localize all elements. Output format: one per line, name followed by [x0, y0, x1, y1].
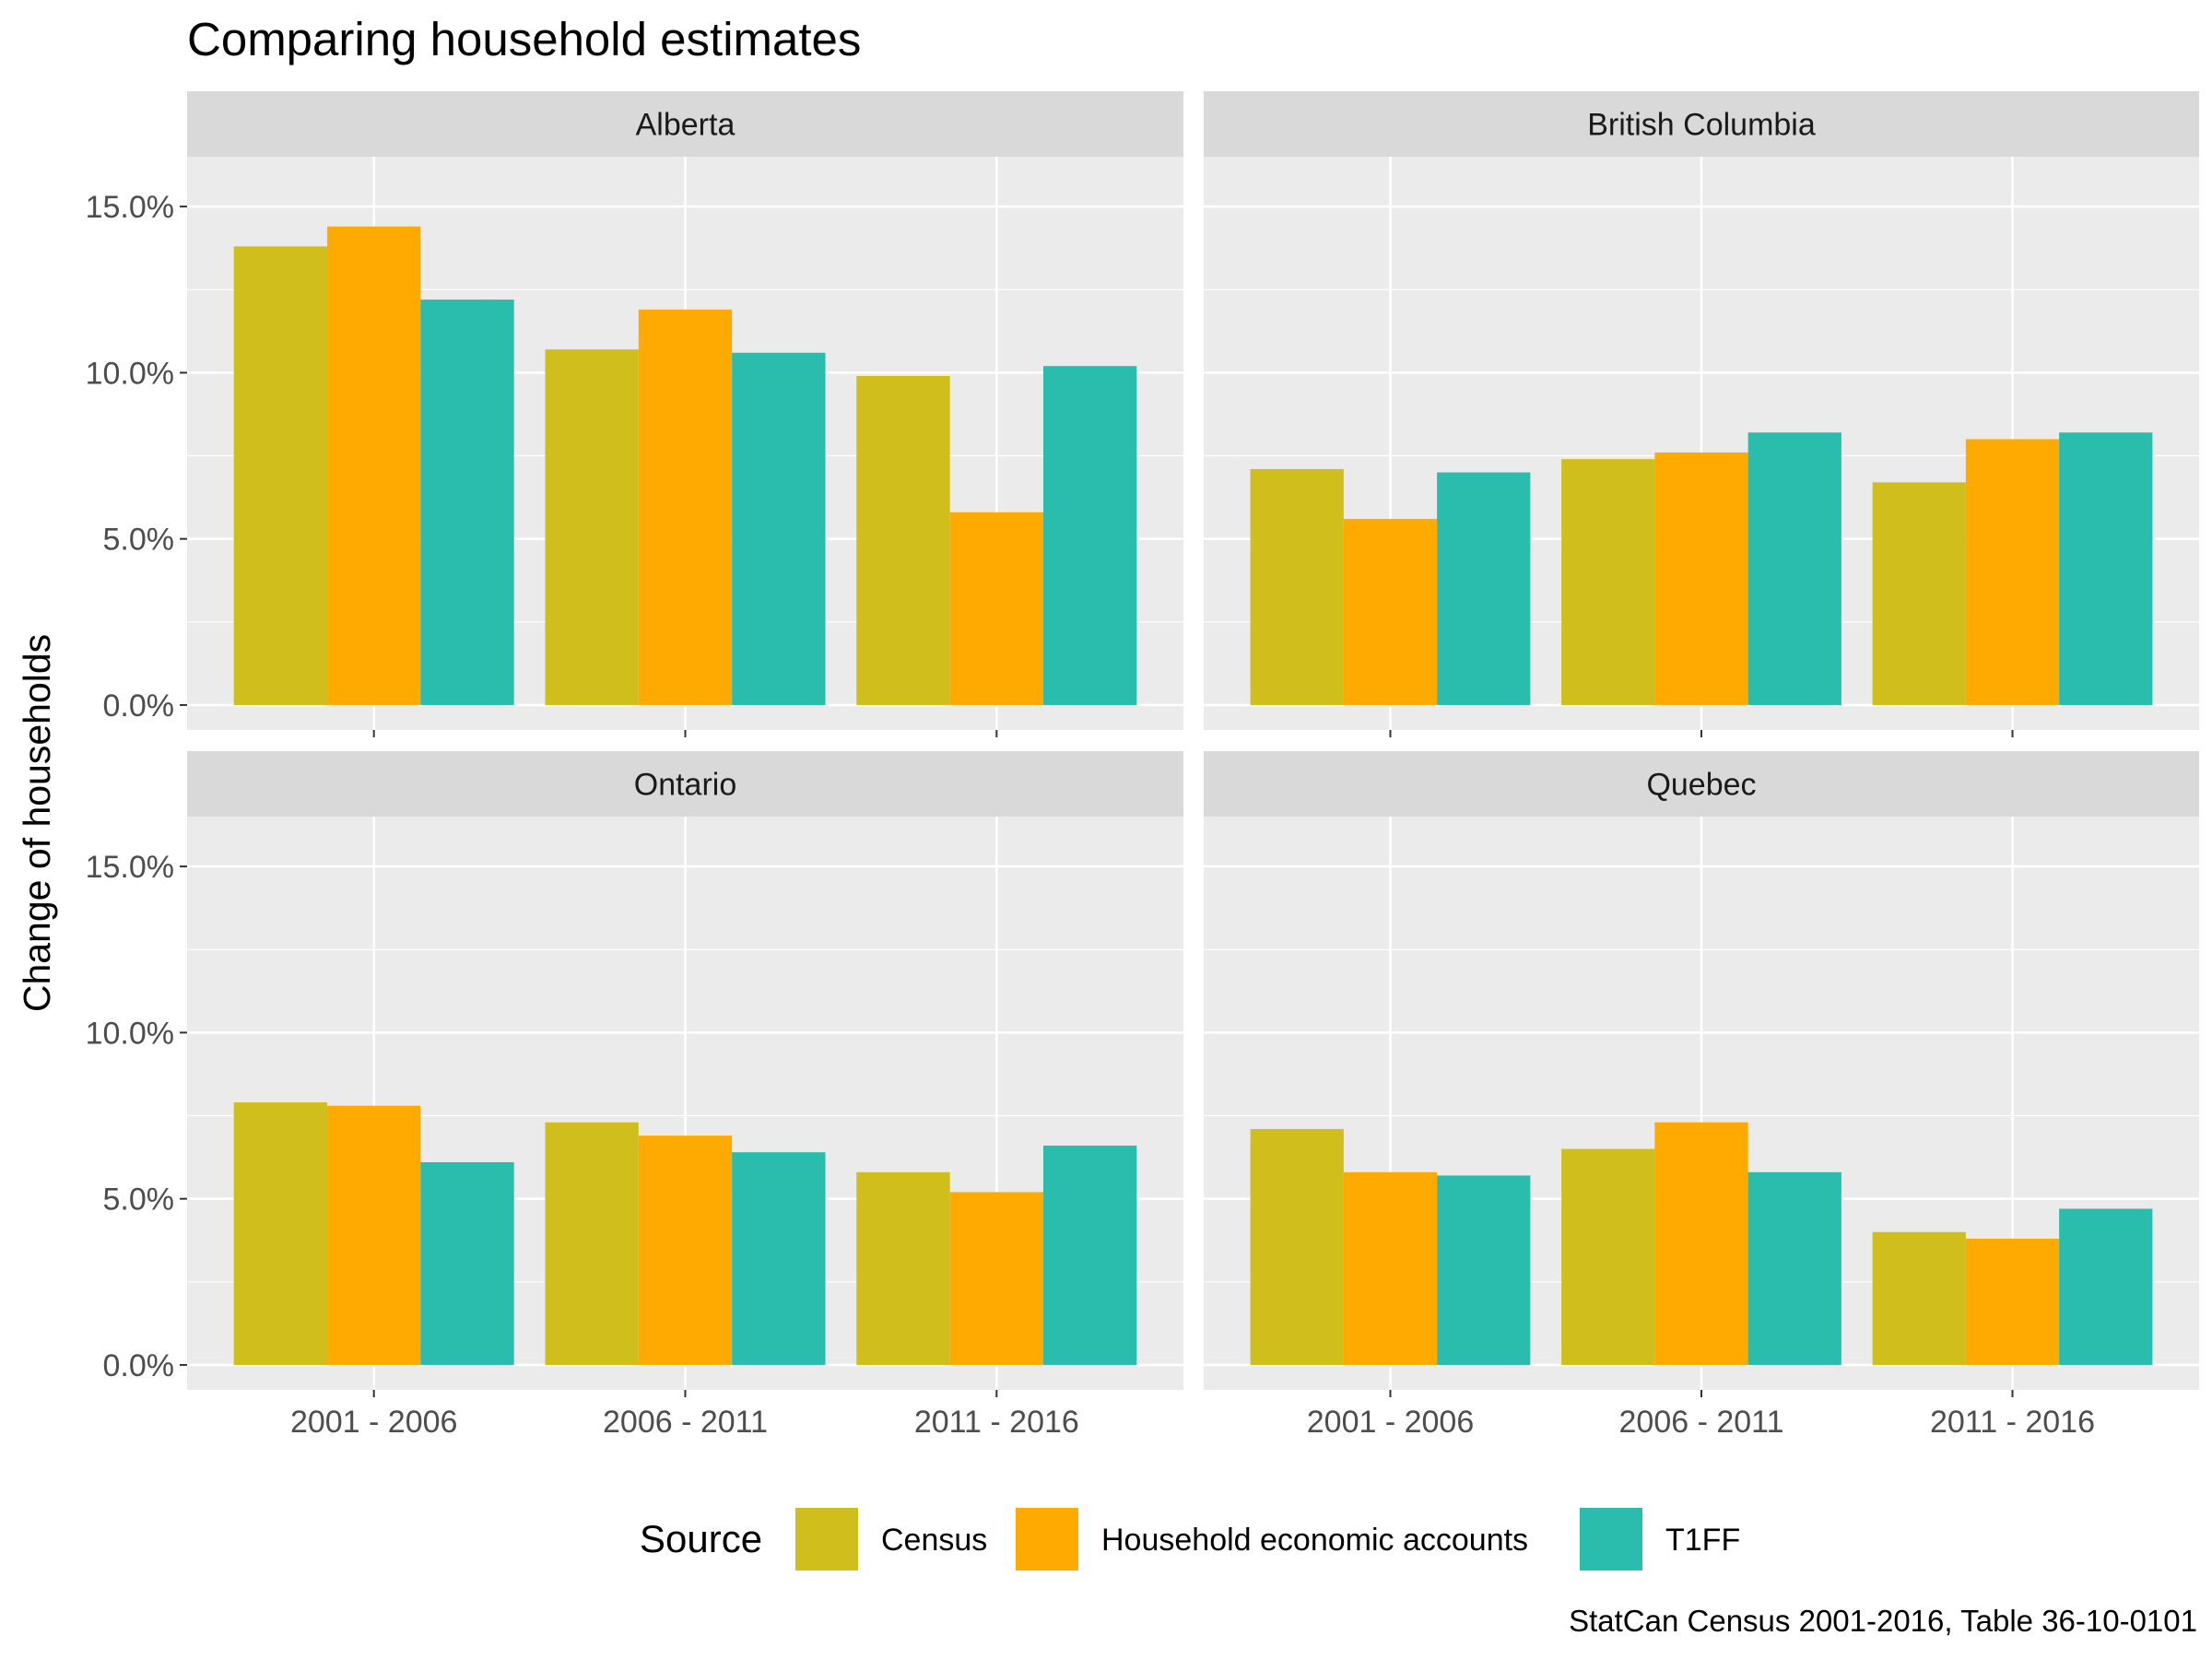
- x-tick-label: 2006 - 2011: [1619, 1405, 1784, 1440]
- strip-background: [187, 91, 1183, 157]
- bar-quebec-t1ff-3: [2059, 1208, 2153, 1365]
- panel-quebec: Quebec 2001 - 2006 2006 - 2011 2011 - 2016: [1204, 751, 2199, 1440]
- bar-british-columbia-census-1: [1250, 468, 1344, 705]
- bar-alberta-household-economic-accounts-3: [949, 512, 1043, 705]
- x-tick-label: 2006 - 2011: [603, 1405, 768, 1440]
- strip-label: Alberta: [636, 108, 735, 143]
- y-tick-label: 10.0%: [86, 1016, 174, 1051]
- x-tick-label: 2001 - 2006: [1307, 1405, 1475, 1440]
- panel-alberta: Alberta 0.0% 5.0% 10.0% 15.0%: [86, 91, 1183, 737]
- strip-label: British Columbia: [1587, 108, 1816, 143]
- y-axis-title: Change of households: [16, 634, 58, 1012]
- chart-title: Comparing household estimates: [187, 13, 861, 65]
- facet-panels: Alberta 0.0% 5.0% 10.0% 15.0% British Columbi…: [86, 91, 2199, 1440]
- bar-alberta-household-economic-accounts-2: [638, 309, 733, 705]
- legend-label-t1ff: T1FF: [1665, 1523, 1740, 1558]
- panel-ontario: Ontario 0.0% 5.0% 10.0% 15.0% 2001 - 2006 2006…: [86, 751, 1183, 1440]
- strip-background: [187, 751, 1183, 817]
- bar-ontario-household-economic-accounts-2: [638, 1135, 733, 1365]
- bar-quebec-census-1: [1250, 1128, 1344, 1365]
- bar-alberta-census-2: [545, 349, 639, 705]
- bar-british-columbia-household-economic-accounts-2: [1654, 452, 1748, 705]
- legend-key-household-economic-accounts: [1016, 1508, 1078, 1571]
- bar-ontario-census-1: [233, 1102, 328, 1365]
- bar-ontario-household-economic-accounts-1: [327, 1105, 421, 1365]
- bar-ontario-census-2: [545, 1122, 639, 1365]
- bar-ontario-t1ff-1: [420, 1162, 514, 1365]
- y-tick-label: 15.0%: [86, 850, 174, 885]
- x-tick-label: 2011 - 2016: [914, 1405, 1079, 1440]
- x-tick-label: 2011 - 2016: [1930, 1405, 2095, 1440]
- bar-british-columbia-census-2: [1561, 459, 1655, 705]
- y-tick-label: 0.0%: [103, 1348, 175, 1383]
- strip-label: Quebec: [1646, 768, 1756, 803]
- bar-alberta-t1ff-1: [420, 300, 514, 705]
- legend-label-census: Census: [881, 1523, 987, 1558]
- bar-ontario-t1ff-2: [732, 1152, 826, 1365]
- panel-british-columbia: British Columbia: [1204, 91, 2199, 737]
- bar-quebec-household-economic-accounts-2: [1654, 1122, 1748, 1365]
- bar-quebec-household-economic-accounts-3: [1965, 1238, 2060, 1365]
- bar-british-columbia-t1ff-1: [1437, 472, 1531, 705]
- bar-ontario-household-economic-accounts-3: [949, 1192, 1043, 1365]
- y-tick-label: 0.0%: [103, 688, 175, 724]
- strip-background: [1204, 751, 2199, 817]
- bar-quebec-census-2: [1561, 1148, 1655, 1365]
- legend-key-t1ff: [1580, 1508, 1642, 1571]
- y-tick-label: 5.0%: [103, 1182, 175, 1218]
- bar-alberta-census-3: [856, 375, 950, 705]
- bar-british-columbia-household-economic-accounts-3: [1965, 439, 2060, 705]
- y-tick-label: 10.0%: [86, 356, 174, 391]
- bar-ontario-census-3: [856, 1171, 950, 1365]
- bar-british-columbia-t1ff-3: [2059, 432, 2153, 705]
- bar-ontario-t1ff-3: [1042, 1145, 1137, 1365]
- legend-key-census: [795, 1508, 858, 1571]
- y-tick-label: 5.0%: [103, 523, 175, 558]
- bar-british-columbia-household-economic-accounts-1: [1343, 519, 1438, 705]
- bar-alberta-t1ff-2: [732, 352, 826, 705]
- y-tick-label: 15.0%: [86, 190, 174, 225]
- strip-background: [1204, 91, 2199, 157]
- bar-british-columbia-t1ff-2: [1747, 432, 1841, 705]
- bar-quebec-household-economic-accounts-1: [1343, 1171, 1438, 1365]
- bar-alberta-census-1: [233, 246, 328, 705]
- bar-quebec-t1ff-2: [1747, 1171, 1841, 1365]
- legend-label-household-economic-accounts: Household economic accounts: [1101, 1523, 1528, 1558]
- caption: StatCan Census 2001-2016, Table 36-10-01…: [1569, 1604, 2197, 1638]
- bar-alberta-t1ff-3: [1042, 366, 1137, 705]
- bar-british-columbia-census-3: [1872, 482, 1966, 705]
- legend-title: Source: [640, 1517, 762, 1560]
- strip-label: Ontario: [634, 768, 737, 803]
- bar-alberta-household-economic-accounts-1: [327, 226, 421, 705]
- legend: Source Census Household economic accounts…: [640, 1508, 1740, 1571]
- x-tick-label: 2001 - 2006: [290, 1405, 458, 1440]
- bar-quebec-t1ff-1: [1437, 1175, 1531, 1365]
- bar-quebec-census-3: [1872, 1231, 1966, 1365]
